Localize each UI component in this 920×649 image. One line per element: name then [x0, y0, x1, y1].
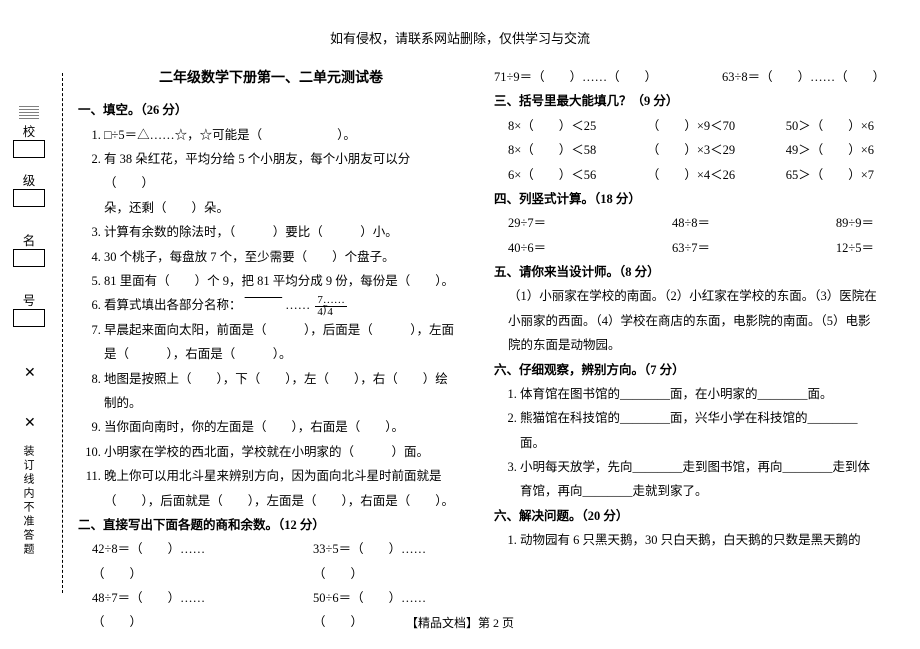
- question: 小明每天放学，先向________走到图书馆，再向________走到体 育馆，…: [520, 455, 880, 504]
- calc-item: 33÷5＝（ ）……（ ）: [313, 537, 464, 586]
- ineq-row: 8×（ ）＜58 （ ）×3＜29 49＞（ ）×6: [494, 138, 880, 162]
- question-text: 小明每天放学，先向________走到图书馆，再向________走到体: [520, 460, 870, 474]
- ineq-row: 6×（ ）＜56 （ ）×4＜26 65＞（ ）×7: [494, 163, 880, 187]
- binding-vertical-text: 装订线内不准答题: [20, 445, 36, 557]
- question: 当你面向南时，你的左面是（ ），右面是（ ）。: [104, 415, 464, 439]
- question-text: （ ），后面就是（ ），左面是（ ），右面是（ ）。: [104, 494, 454, 508]
- ineq-item: （ ）×4＜26: [647, 163, 735, 187]
- binding-dashed-line: [62, 73, 63, 593]
- ineq-item: 8×（ ）＜25: [508, 114, 596, 138]
- cross-icon: ✕: [24, 365, 36, 382]
- page-content: 校 级 名 号 ✕ ✕ 装订线内不准答题 二年级数学下册第一、二单元测试卷 一、…: [0, 47, 920, 635]
- question-text: 是（ ），右面是（ ）。: [104, 347, 292, 361]
- question-text: 院的东面是动物园。: [508, 338, 621, 352]
- binding-slot: 级: [0, 170, 58, 207]
- calc-item: 63÷8＝（ ）……（ ）: [722, 65, 880, 89]
- binding-label: 校: [0, 121, 58, 140]
- calc-row: 71÷9＝（ ）……（ ） 63÷8＝（ ）……（ ）: [494, 65, 880, 89]
- vert-item: 40÷6＝: [508, 236, 546, 260]
- question-list-7: 动物园有 6 只黑天鹅，30 只白天鹅，白天鹅的只数是黑天鹅的: [494, 528, 880, 552]
- question: 动物园有 6 只黑天鹅，30 只白天鹅，白天鹅的只数是黑天鹅的: [520, 528, 880, 552]
- question: 30 个桃子，每盘放 7 个，至少需要（ ）个盘子。: [104, 245, 464, 269]
- question-text: （1）小丽家在学校的南面。（2）小红家在学校的东面。（3）医院在: [508, 289, 877, 303]
- section-1: 一、填空。（26 分）: [78, 98, 464, 122]
- division-frac: 7…… 4⟌4: [315, 295, 347, 318]
- question-text: 朵，还剩（ ）朵。: [104, 201, 229, 215]
- binding-label: 名: [0, 230, 58, 249]
- section-6: 六、仔细观察，辨别方向。（7 分）: [494, 358, 880, 382]
- vert-item: 48÷8＝: [672, 211, 710, 235]
- question-text: 小丽家的西面。（4）学校在商店的东面，电影院的南面。（5）电影: [508, 314, 871, 328]
- question: 81 里面有（ ）个 9，把 81 平均分成 9 份，每份是（ ）。: [104, 269, 464, 293]
- section-3: 三、括号里最大能填几？（9 分）: [494, 89, 880, 113]
- ineq-item: 6×（ ）＜56: [508, 163, 596, 187]
- binding-box: [13, 189, 45, 207]
- ineq-item: 65＞（ ）×7: [786, 163, 874, 187]
- blank: [245, 298, 283, 312]
- vert-item: 63÷7＝: [672, 236, 710, 260]
- question-text: 早晨起来面向太阳，前面是（ ），后面是（ ），左面: [104, 323, 454, 337]
- question-list-1: □÷5＝△……☆，☆可能是（ ）。 有 38 朵红花，平均分给 5 个小朋友，每…: [78, 123, 464, 513]
- ineq-item: （ ）×9＜70: [647, 114, 735, 138]
- page-footer: 【精品文档】第 2 页: [0, 614, 920, 631]
- section-2: 二、直接写出下面各题的商和余数。（12 分）: [78, 513, 464, 537]
- fraction-dots: ……: [285, 298, 310, 312]
- question: 体育馆在图书馆的________面，在小明家的________面。: [520, 382, 880, 406]
- vert-item: 12÷5＝: [836, 236, 874, 260]
- section-4: 四、列竖式计算。（18 分）: [494, 187, 880, 211]
- binding-box: [13, 309, 45, 327]
- question: 看算式填出各部分名称： …… 7…… 4⟌4: [104, 293, 464, 318]
- hatch-icon: [19, 105, 39, 119]
- question: 晚上你可以用北斗星来辨别方向，因为面向北斗星时前面就是 （ ），后面就是（ ），…: [104, 464, 464, 513]
- ineq-item: 8×（ ）＜58: [508, 138, 596, 162]
- question-list-6: 体育馆在图书馆的________面，在小明家的________面。 熊猫馆在科技…: [494, 382, 880, 504]
- question-text: 看算式填出各部分名称：: [104, 298, 242, 312]
- question: □÷5＝△……☆，☆可能是（ ）。: [104, 123, 464, 147]
- binding-column: 校 级 名 号 ✕ ✕ 装订线内不准答题: [0, 65, 58, 635]
- frac-bot: 4⟌4: [315, 307, 347, 318]
- vert-row: 40÷6＝ 63÷7＝ 12÷5＝: [494, 236, 880, 260]
- question-text: 有 38 朵红花，平均分给 5 个小朋友，每个小朋友可以分（ ）: [104, 152, 410, 190]
- calc-item: 71÷9＝（ ）……（ ）: [494, 65, 652, 89]
- question-text: 育馆，再向________走就到家了。: [520, 484, 708, 498]
- vert-item: 29÷7＝: [508, 211, 546, 235]
- vert-row: 29÷7＝ 48÷8＝ 89÷9＝: [494, 211, 880, 235]
- right-column: 71÷9＝（ ）……（ ） 63÷8＝（ ）……（ ） 三、括号里最大能填几？（…: [494, 65, 880, 635]
- binding-slot: 校: [0, 105, 58, 158]
- ineq-item: （ ）×3＜29: [647, 138, 735, 162]
- binding-label: 号: [0, 290, 58, 309]
- binding-slot: 名: [0, 230, 58, 267]
- question: 熊猫馆在科技馆的________面，兴华小学在科技馆的________面。: [520, 406, 880, 455]
- binding-box: [13, 249, 45, 267]
- question: 地图是按照上（ ），下（ ），左（ ），右（ ）绘制的。: [104, 367, 464, 416]
- header-notice: 如有侵权，请联系网站删除，仅供学习与交流: [0, 0, 920, 47]
- paragraph: （1）小丽家在学校的南面。（2）小红家在学校的东面。（3）医院在 小丽家的西面。…: [494, 284, 880, 357]
- question: 早晨起来面向太阳，前面是（ ），后面是（ ），左面 是（ ），右面是（ ）。: [104, 318, 464, 367]
- binding-slot: 号: [0, 290, 58, 327]
- exam-title: 二年级数学下册第一、二单元测试卷: [78, 65, 464, 92]
- ineq-row: 8×（ ）＜25 （ ）×9＜70 50＞（ ）×6: [494, 114, 880, 138]
- question-text: 晚上你可以用北斗星来辨别方向，因为面向北斗星时前面就是: [104, 469, 442, 483]
- section-7: 六、解决问题。（20 分）: [494, 504, 880, 528]
- question: 小明家在学校的西北面，学校就在小明家的（ ）面。: [104, 440, 464, 464]
- calc-item: 42÷8＝（ ）……（ ）: [92, 537, 243, 586]
- binding-label: 级: [0, 170, 58, 189]
- cross-icon: ✕: [24, 415, 36, 432]
- question: 计算有余数的除法时，（ ）要比（ ）小。: [104, 220, 464, 244]
- question: 有 38 朵红花，平均分给 5 个小朋友，每个小朋友可以分（ ） 朵，还剩（ ）…: [104, 147, 464, 220]
- columns: 二年级数学下册第一、二单元测试卷 一、填空。（26 分） □÷5＝△……☆，☆可…: [58, 65, 880, 635]
- binding-box: [13, 140, 45, 158]
- left-column: 二年级数学下册第一、二单元测试卷 一、填空。（26 分） □÷5＝△……☆，☆可…: [78, 65, 464, 635]
- calc-row: 42÷8＝（ ）……（ ） 33÷5＝（ ）……（ ）: [78, 537, 464, 586]
- ineq-item: 49＞（ ）×6: [786, 138, 874, 162]
- section-5: 五、请你来当设计师。（8 分）: [494, 260, 880, 284]
- ineq-item: 50＞（ ）×6: [786, 114, 874, 138]
- vert-item: 89÷9＝: [836, 211, 874, 235]
